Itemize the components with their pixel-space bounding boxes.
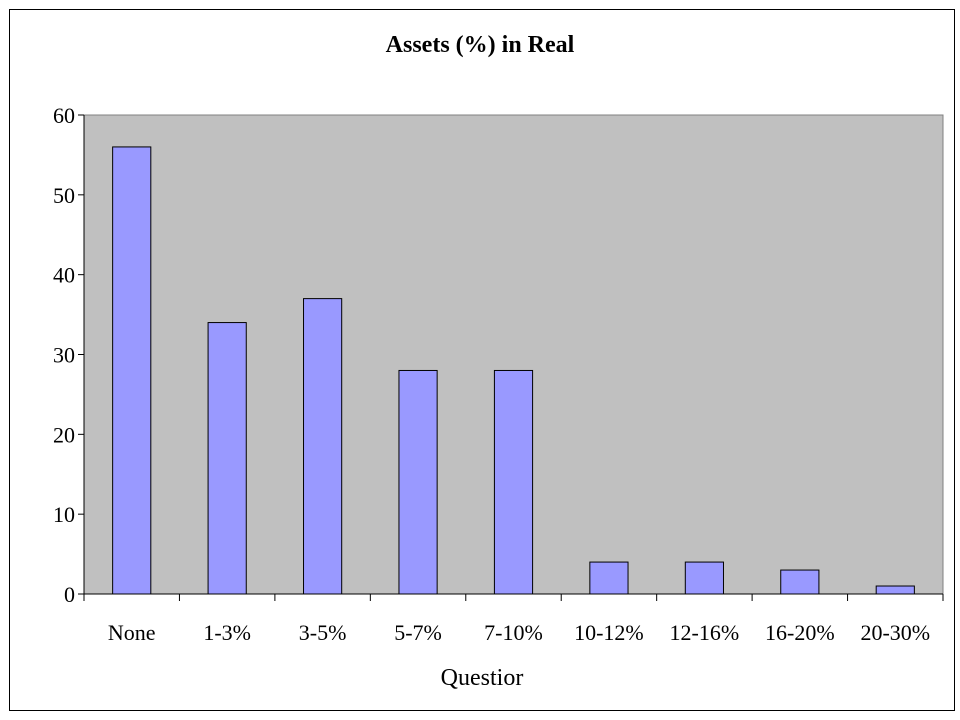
y-tick-label: 20 xyxy=(53,422,75,447)
bar xyxy=(207,322,247,595)
bar xyxy=(780,569,820,595)
bars xyxy=(112,146,915,595)
bar xyxy=(303,298,343,595)
y-axis: 0 10 20 30 40 50 60 xyxy=(53,103,85,607)
bar xyxy=(112,146,152,595)
x-tick-label: 12-16% xyxy=(670,620,740,645)
y-tick-label: 0 xyxy=(64,582,75,607)
x-tick-label: 1-3% xyxy=(203,620,251,645)
y-tick-label: 60 xyxy=(53,103,75,128)
x-tick-label: None xyxy=(108,620,156,645)
y-tick-label: 30 xyxy=(53,343,75,368)
bar xyxy=(589,561,629,595)
bar xyxy=(875,585,915,595)
x-tick-label: 7-10% xyxy=(484,620,543,645)
x-axis: None 1-3% 3-5% 5-7% 7-10% 10-12% 12-16% 16-20% 2… xyxy=(83,593,944,645)
y-tick-label: 50 xyxy=(53,183,75,208)
x-tick-label: 10-12% xyxy=(574,620,644,645)
chart-title: Assets (%) in Real xyxy=(386,32,575,58)
x-tick-label: 5-7% xyxy=(394,620,442,645)
bar xyxy=(398,369,438,595)
y-tick-label: 10 xyxy=(53,502,75,527)
x-tick-label: 3-5% xyxy=(299,620,347,645)
y-tick-label: 40 xyxy=(53,263,75,288)
x-tick-label: 16-20% xyxy=(765,620,835,645)
x-axis-label: Questior xyxy=(441,665,524,691)
bar xyxy=(493,369,534,595)
x-tick-label: 20-30% xyxy=(860,620,930,645)
bar xyxy=(684,561,724,595)
